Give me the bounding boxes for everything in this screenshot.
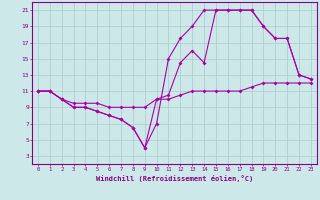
X-axis label: Windchill (Refroidissement éolien,°C): Windchill (Refroidissement éolien,°C)	[96, 175, 253, 182]
